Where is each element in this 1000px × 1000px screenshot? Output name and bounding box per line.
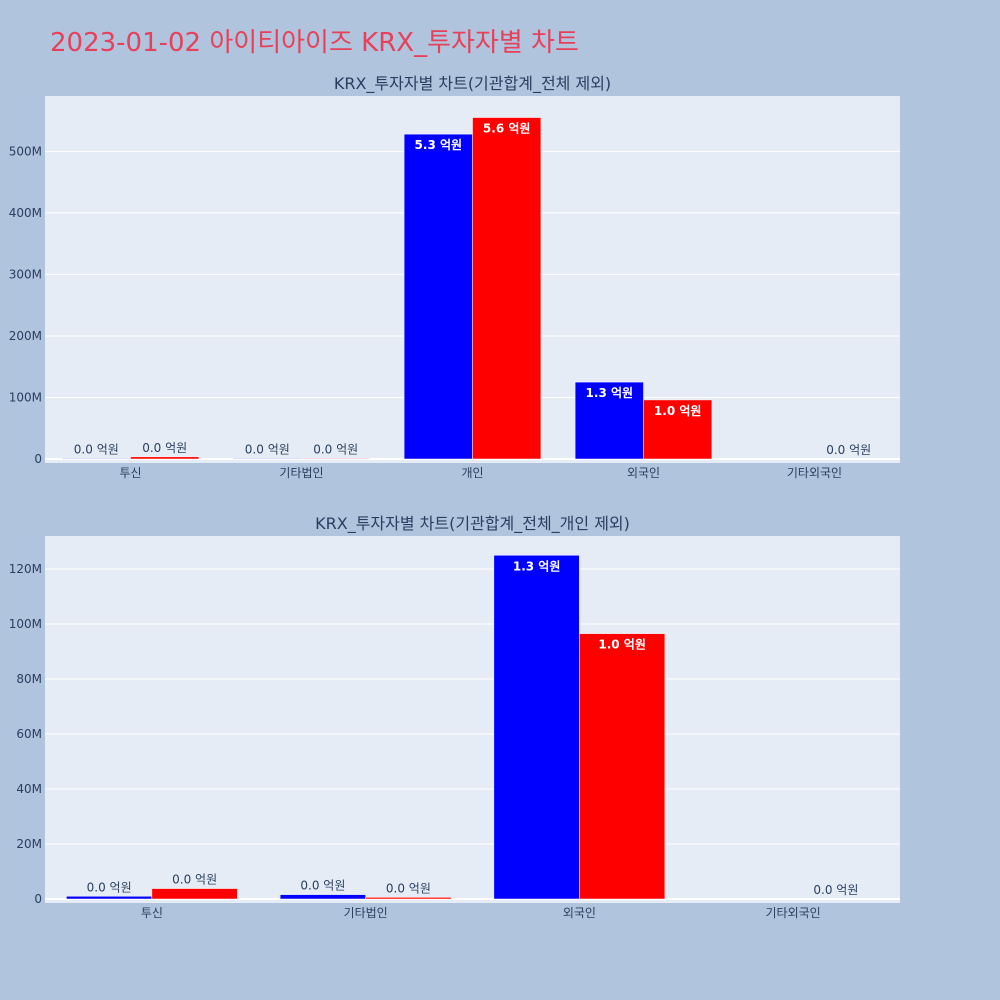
chart1-data-label: 0.0 억원 [245, 442, 290, 456]
chart1-bar [403, 133, 473, 460]
chart2-ytick-label: 60M [16, 727, 42, 741]
chart1-bar [643, 399, 713, 460]
chart2-plot-area [45, 536, 900, 903]
chart2-bar [66, 896, 153, 900]
chart2-xtick-label: 기타외국인 [766, 906, 821, 920]
chart1-data-label: 0.0 억원 [826, 443, 871, 457]
chart2-data-label: 0.0 억원 [172, 873, 217, 887]
chart1-data-label: 0.0 억원 [142, 441, 187, 455]
chart2-ytick-label: 120M [9, 562, 42, 576]
chart2-data-label: 0.0 억원 [87, 880, 132, 894]
chart2-data-label: 0.0 억원 [386, 881, 431, 895]
chart1-xtick-label: 기타법인 [279, 466, 323, 480]
chart2-xtick-label: 투신 [141, 906, 163, 920]
chart2-title: KRX_투자자별 차트(기관합계_전체_개인 제외) [315, 514, 630, 534]
chart1-xtick-label: 외국인 [627, 466, 660, 480]
chart1-data-label: 1.3 억원 [586, 386, 634, 400]
chart1-xtick-label: 투신 [119, 466, 141, 480]
chart2-xtick-label: 기타법인 [344, 906, 388, 920]
chart2-data-label: 0.0 억원 [813, 883, 858, 897]
chart2-bar [365, 897, 452, 900]
page-title: 2023-01-02 아이티아이즈 KRX_투자자별 차트 [50, 28, 579, 58]
chart1-data-label: 1.0 억원 [654, 404, 702, 418]
chart2-bar [151, 888, 238, 900]
chart2-bar [579, 633, 666, 900]
chart1-bar [61, 458, 131, 460]
chart2-bar [279, 894, 366, 900]
chart2-data-label: 1.3 억원 [513, 559, 561, 573]
chart2-data-label: 0.0 억원 [300, 879, 345, 893]
chart1-data-label: 5.3 억원 [415, 138, 463, 152]
chart1-ytick-label: 300M [9, 267, 42, 281]
chart1-group: KRX_투자자별 차트(기관합계_전체 제외) 0 100M 200M 300M 400M… [9, 74, 900, 480]
chart2-bar [493, 555, 580, 900]
chart2-ytick-label: 40M [16, 782, 42, 796]
chart2-ytick-label: 80M [16, 672, 42, 686]
chart1-ytick-label: 500M [9, 144, 42, 158]
chart2-group: KRX_투자자별 차트(기관합계_전체_개인 제외) 0 20M 40M 60M 80M 1… [9, 514, 900, 920]
chart1-bar [232, 458, 302, 460]
chart1-data-label: 5.6 억원 [483, 122, 531, 136]
chart1-ytick-label: 100M [9, 390, 42, 404]
chart2-ytick-label: 20M [16, 837, 42, 851]
chart1-data-label: 0.0 억원 [313, 442, 358, 456]
chart2-ytick-label: 100M [9, 617, 42, 631]
chart2-ytick-label: 0 [34, 892, 42, 906]
chart1-bar [574, 381, 644, 460]
chart1-bar [472, 117, 542, 460]
chart2-data-label: 1.0 억원 [598, 638, 646, 652]
chart2-xtick-label: 외국인 [563, 906, 596, 920]
chart1-ytick-label: 400M [9, 206, 42, 220]
chart1-xtick-label: 기타외국인 [787, 466, 842, 480]
chart1-bar [301, 458, 371, 460]
chart1-title: KRX_투자자별 차트(기관합계_전체 제외) [334, 74, 611, 94]
chart1-ytick-label: 200M [9, 329, 42, 343]
chart1-xtick-label: 개인 [461, 466, 483, 480]
chart1-bar [130, 456, 200, 460]
chart1-data-label: 0.0 억원 [74, 442, 119, 456]
chart1-ytick-label: 0 [34, 452, 42, 466]
